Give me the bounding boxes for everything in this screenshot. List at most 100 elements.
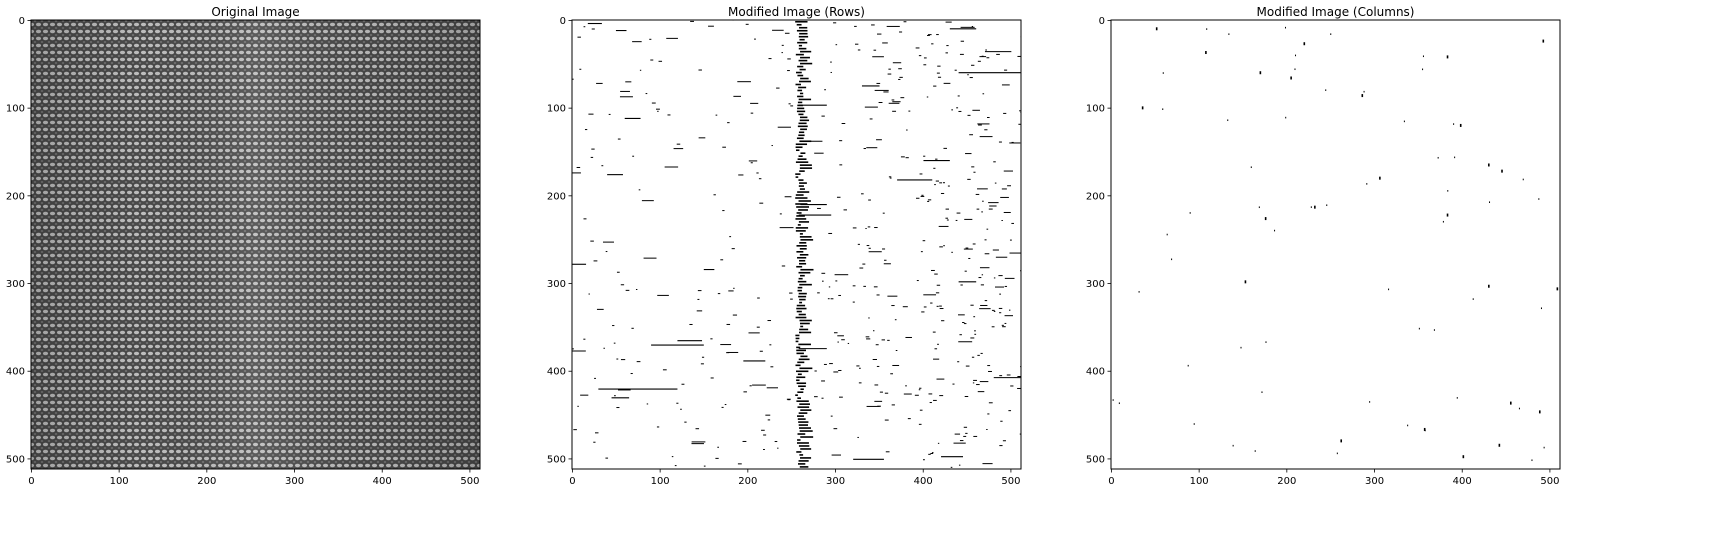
x-tick-label: 500 (1001, 476, 1020, 487)
column-mark (1171, 258, 1173, 261)
column-mark (1423, 427, 1426, 431)
x-tick-label: 300 (285, 476, 304, 487)
column-mark (1518, 407, 1520, 410)
axes-frame (1110, 19, 1561, 470)
column-mark (1403, 120, 1405, 123)
column-mark (1112, 399, 1114, 401)
column-mark (1187, 364, 1189, 367)
column-mark (1462, 455, 1465, 459)
column-mark (1446, 213, 1449, 217)
y-axis: 0 100 200 300 400 500 (547, 16, 572, 465)
original-texture-image (31, 20, 480, 469)
axes-frame (571, 19, 1022, 470)
column-mark (1141, 106, 1144, 110)
column-mark (1326, 204, 1328, 207)
column-mark (1488, 163, 1490, 167)
column-modified-image (1111, 20, 1560, 469)
y-tick-label: 0 (560, 16, 566, 27)
column-mark (1489, 201, 1491, 204)
column-mark (1265, 341, 1267, 343)
column-mark (1472, 298, 1474, 300)
column-mark (1285, 116, 1287, 119)
column-mark (1407, 424, 1409, 427)
x-tick-label: 200 (1277, 476, 1296, 487)
y-tick-label: 100 (1086, 104, 1105, 115)
column-mark (1244, 280, 1247, 284)
panel-modified-columns: Modified Image (Columns) 0 100 200 300 400 50… (1086, 5, 1561, 487)
panel-title: Modified Image (Columns) (1257, 5, 1415, 19)
y-tick-label: 500 (547, 454, 566, 465)
column-mark (1501, 169, 1503, 173)
x-tick-label: 0 (1108, 476, 1114, 487)
x-tick-label: 100 (110, 476, 129, 487)
column-mark (1284, 26, 1286, 29)
column-mark (1422, 68, 1424, 71)
x-axis: 0 100 200 300 400 500 (569, 469, 1020, 487)
column-mark (1155, 27, 1158, 31)
column-mark (1261, 391, 1263, 393)
y-tick-label: 300 (547, 279, 566, 290)
column-mark (1437, 156, 1439, 159)
column-mark (1310, 206, 1312, 208)
column-mark (1418, 327, 1420, 330)
row-modified-image (572, 19, 1021, 469)
x-axis: 0 100 200 300 400 500 (28, 469, 479, 487)
y-tick-label: 0 (1099, 16, 1105, 27)
x-tick-label: 200 (738, 476, 757, 487)
column-mark (1456, 397, 1458, 399)
x-tick-label: 500 (460, 476, 479, 487)
column-mark (1189, 212, 1191, 214)
column-mark (1522, 178, 1524, 181)
y-tick-label: 400 (6, 367, 25, 378)
panel-title: Original Image (211, 5, 299, 19)
y-tick-label: 400 (1086, 367, 1105, 378)
column-mark (1118, 402, 1120, 405)
column-mark (1388, 288, 1390, 291)
y-tick-label: 300 (1086, 279, 1105, 290)
x-tick-label: 200 (197, 476, 216, 487)
column-mark (1162, 72, 1164, 74)
column-mark (1379, 176, 1381, 180)
column-mark (1424, 429, 1426, 432)
column-mark (1254, 450, 1256, 452)
column-mark (1325, 89, 1327, 91)
column-mark (1166, 233, 1168, 236)
y-tick-label: 200 (1086, 191, 1105, 202)
column-mark (1453, 123, 1455, 125)
column-mark (1366, 183, 1368, 185)
column-mark (1531, 459, 1533, 462)
column-mark (1258, 206, 1260, 209)
column-mark (1259, 71, 1262, 75)
x-tick-label: 500 (1540, 476, 1559, 487)
y-axis: 0 100 200 300 400 500 (6, 16, 31, 465)
x-tick-label: 100 (1190, 476, 1209, 487)
panel-original-image: Original Image 0 100 200 300 400 500 0 100 200 3… (6, 5, 481, 487)
column-mark (1361, 94, 1364, 98)
panel-title: Modified Image (Rows) (728, 5, 865, 19)
column-mark (1363, 90, 1365, 93)
column-mark (1138, 291, 1140, 293)
column-mark (1542, 39, 1545, 43)
column-mark (1540, 307, 1542, 310)
x-tick-label: 0 (28, 476, 34, 487)
x-tick-label: 100 (651, 476, 670, 487)
column-mark (1538, 410, 1541, 414)
x-axis: 0 100 200 300 400 500 (1108, 469, 1559, 487)
column-mark (1509, 401, 1512, 405)
y-tick-label: 100 (6, 104, 25, 115)
column-mark (1314, 205, 1316, 209)
column-mark (1290, 76, 1292, 80)
column-mark (1543, 446, 1545, 449)
column-mark (1340, 439, 1343, 443)
column-mark (1454, 156, 1456, 159)
column-mark (1193, 423, 1195, 425)
column-mark (1446, 55, 1449, 59)
y-tick-label: 200 (6, 191, 25, 202)
y-tick-label: 300 (6, 279, 25, 290)
column-mark (1369, 401, 1371, 403)
column-mark (1294, 68, 1296, 71)
y-tick-label: 500 (1086, 454, 1105, 465)
x-tick-label: 400 (373, 476, 392, 487)
column-mark (1227, 119, 1229, 122)
column-mark (1442, 220, 1444, 223)
